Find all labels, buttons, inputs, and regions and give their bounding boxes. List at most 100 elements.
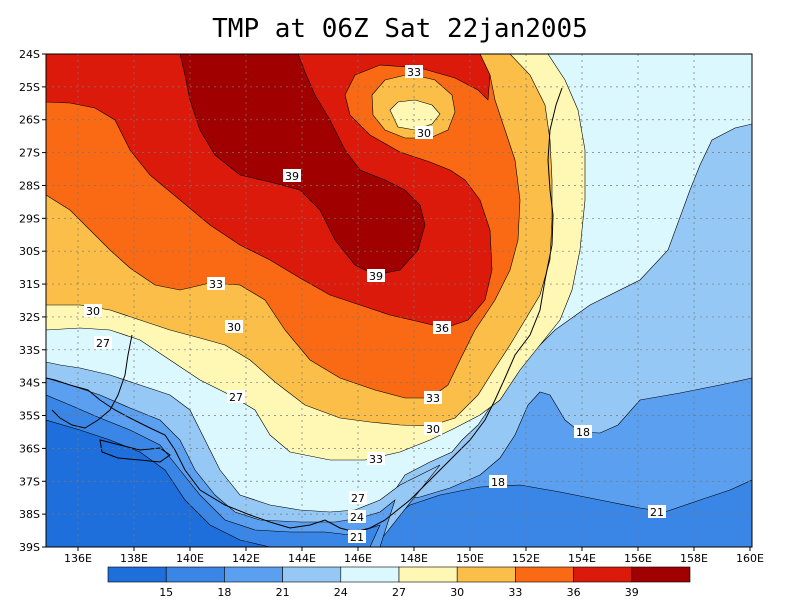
contour-label: 30 — [227, 321, 241, 334]
lat-tick-label: 36S — [19, 442, 40, 455]
colorbar-label: 30 — [450, 586, 464, 599]
coastline-east — [384, 87, 563, 521]
contour-label-box — [227, 390, 245, 403]
lon-tick-label: 156E — [624, 552, 652, 565]
contour-label-box — [433, 321, 451, 334]
contour-label: 21 — [650, 506, 664, 519]
colorbar-swatch — [573, 566, 633, 583]
lat-tick-label: 29S — [19, 212, 40, 225]
contour-label: 27 — [351, 492, 365, 505]
contour-label: 27 — [96, 337, 110, 350]
contour-label: 33 — [407, 66, 421, 79]
contour-label-box — [424, 422, 442, 435]
contour-labels: 33 30 39 39 33 36 30 33 30 27 27 30 33 27 24 21 18 18 21 — [84, 65, 666, 544]
colorbar-swatch — [224, 566, 283, 583]
contour-label: 33 — [209, 278, 223, 291]
colorbar-swatch — [456, 566, 516, 583]
colorbar-label: 27 — [392, 586, 406, 599]
contour-label-box — [489, 475, 507, 488]
lat-tick-label: 28S — [19, 179, 40, 192]
longitude-axis: 136E 138E 140E 142E 144E 146E 148E 150E 152E 154E… — [64, 547, 764, 565]
contour-label-box — [283, 169, 301, 182]
lat-tick-label: 37S — [19, 475, 40, 488]
contour-label-box — [348, 530, 366, 543]
lat-tick-label: 25S — [19, 81, 40, 94]
lon-tick-label: 140E — [176, 552, 204, 565]
contour-label-box — [424, 391, 442, 404]
lat-tick-label: 35S — [19, 410, 40, 423]
lon-tick-label: 144E — [288, 552, 316, 565]
contour-label-box — [648, 505, 666, 518]
map-frame — [45, 53, 753, 548]
colorbar-swatch — [340, 566, 400, 583]
contour-label: 21 — [350, 531, 364, 544]
lon-tick-label: 148E — [400, 552, 428, 565]
contour-label: 30 — [426, 423, 440, 436]
contour-label: 30 — [417, 127, 431, 140]
colorbar: 15 18 21 24 27 30 33 36 39 — [107, 566, 691, 599]
contour-label-box — [84, 304, 102, 317]
contour-label: 18 — [576, 426, 590, 439]
filled-contours — [46, 54, 752, 547]
lon-tick-label: 152E — [512, 552, 540, 565]
lat-tick-label: 38S — [19, 508, 40, 521]
contour-label-box — [348, 510, 366, 523]
contour-label-box — [94, 336, 112, 349]
lon-tick-label: 146E — [344, 552, 372, 565]
colorbar-swatch — [282, 566, 342, 583]
contour-label: 24 — [350, 511, 364, 524]
contour-label: 18 — [491, 476, 505, 489]
contour-label-box — [415, 126, 433, 139]
coastline-south — [46, 377, 386, 533]
contour-label-box — [207, 277, 225, 290]
colorbar-label: 18 — [217, 586, 231, 599]
contour-label: 39 — [369, 270, 383, 283]
lat-tick-label: 26S — [19, 114, 40, 127]
contour-label: 36 — [435, 322, 449, 335]
lon-tick-label: 150E — [456, 552, 484, 565]
colorbar-swatch — [165, 566, 225, 583]
lat-tick-label: 34S — [19, 377, 40, 390]
colorbar-label: 36 — [567, 586, 581, 599]
colorbar-label: 39 — [625, 586, 639, 599]
colorbar-label: 15 — [159, 586, 173, 599]
lon-tick-label: 142E — [232, 552, 260, 565]
lat-tick-label: 32S — [19, 311, 40, 324]
contour-label: 30 — [86, 305, 100, 318]
colorbar-label: 21 — [276, 586, 290, 599]
map-title: TMP at 06Z Sat 22jan2005 — [212, 14, 588, 44]
contour-label-box — [405, 65, 423, 78]
coastline-peninsula — [99, 439, 171, 463]
grid-lines — [46, 54, 752, 547]
contour-label: 27 — [229, 391, 243, 404]
lon-tick-label: 160E — [736, 552, 764, 565]
lat-tick-label: 30S — [19, 245, 40, 258]
lat-tick-label: 39S — [19, 541, 40, 554]
coastline-gulf — [51, 334, 133, 429]
contour-label-box — [367, 452, 385, 465]
colorbar-swatch — [107, 566, 167, 583]
contour-label: 33 — [426, 392, 440, 405]
contour-label: 39 — [285, 170, 299, 183]
lat-tick-label: 24S — [19, 48, 40, 61]
colorbar-swatch — [515, 566, 574, 583]
lon-tick-label: 136E — [64, 552, 92, 565]
contour-label-box — [574, 425, 592, 438]
colorbar-swatch — [631, 566, 691, 583]
lon-tick-label: 158E — [680, 552, 708, 565]
contour-label-box — [225, 320, 243, 333]
latitude-axis: 24S 25S 26S 27S 28S 29S 30S 31S 32S 33S 34S 35S 36S 3… — [19, 48, 46, 554]
colorbar-swatch — [398, 566, 458, 583]
lat-tick-label: 27S — [19, 147, 40, 160]
lat-tick-label: 31S — [19, 278, 40, 291]
colorbar-label: 33 — [508, 586, 522, 599]
island-30 — [389, 99, 441, 131]
contour-label: 33 — [369, 453, 383, 466]
colorbar-label: 24 — [334, 586, 348, 599]
contour-label-box — [367, 269, 385, 282]
lat-tick-label: 33S — [19, 344, 40, 357]
lon-tick-label: 154E — [568, 552, 596, 565]
contour-label-box — [349, 491, 367, 504]
lon-tick-label: 138E — [120, 552, 148, 565]
